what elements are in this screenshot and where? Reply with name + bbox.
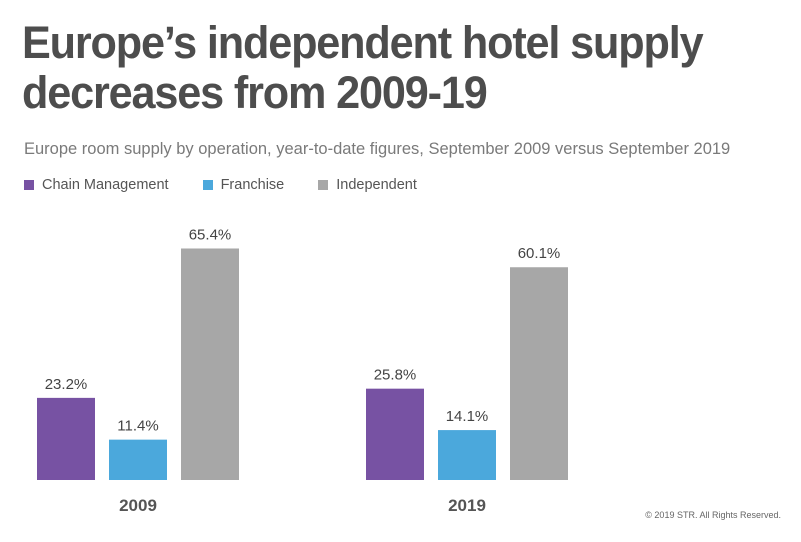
legend-item-independent: Independent [318,177,417,193]
legend-item-chain-management: Chain Management [24,177,169,193]
legend-label-chain-management: Chain Management [42,177,169,193]
chart-subtitle: Europe room supply by operation, year-to… [24,140,731,158]
bar-franchise-2019 [438,430,496,480]
category-label-2009: 2009 [119,496,157,515]
bar-independent-2019 [510,267,568,480]
legend-swatch-independent [318,180,329,190]
bar-chain-management-2009 [37,397,95,480]
bar-independent-2009 [181,248,239,480]
chart-title: Europe’s independent hotel supply decrea… [22,17,704,118]
legend-swatch-franchise [202,180,213,190]
data-label-chain-management-2019: 25.8% [374,367,417,384]
bar-chain-management-2019 [366,388,424,480]
data-label-independent-2009: 65.4% [189,226,232,243]
bar-franchise-2009 [109,439,167,480]
legend-swatch-chain-management [24,180,34,190]
legend-item-franchise: Franchise [202,177,285,193]
legend: Chain Management Franchise Independent [24,177,451,193]
data-label-independent-2019: 60.1% [518,245,561,262]
category-label-2019: 2019 [448,496,486,515]
data-label-chain-management-2009: 23.2% [45,376,88,393]
legend-label-franchise: Franchise [220,177,285,193]
legend-label-independent: Independent [336,177,417,193]
data-label-franchise-2019: 14.1% [446,408,489,425]
data-label-franchise-2009: 11.4% [117,418,158,435]
copyright-notice: © 2019 STR. All Rights Reserved. [645,510,781,520]
